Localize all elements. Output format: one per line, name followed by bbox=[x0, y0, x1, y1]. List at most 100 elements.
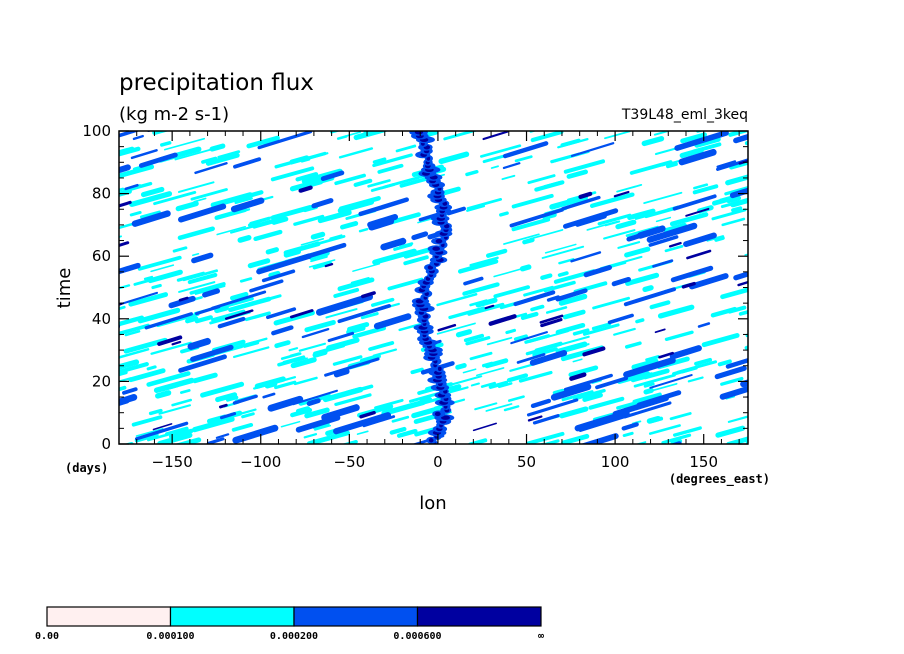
field-streak-high bbox=[472, 422, 497, 432]
field-streak-mid bbox=[119, 394, 138, 406]
field-streak-low bbox=[520, 311, 539, 320]
field-streak-low bbox=[358, 228, 369, 233]
field-streak-mid bbox=[0, 374, 12, 385]
field-streak-low bbox=[499, 211, 509, 217]
field-streak-low bbox=[468, 68, 475, 70]
field-streak-mid bbox=[271, 325, 294, 336]
field-streak-low bbox=[568, 343, 590, 351]
field-streak-low bbox=[751, 316, 780, 324]
field-streak-low bbox=[0, 201, 5, 204]
field-streak-low bbox=[493, 285, 531, 299]
field-streak-low bbox=[537, 91, 573, 101]
field-streak-low bbox=[743, 90, 761, 95]
field-streak-low bbox=[353, 178, 373, 187]
field-streak-low bbox=[469, 256, 499, 267]
field-streak-low bbox=[385, 443, 390, 444]
field-streak-low bbox=[730, 197, 748, 208]
field-streak-low bbox=[444, 100, 460, 104]
field-streak-mid bbox=[210, 290, 267, 310]
field-streak-low bbox=[304, 493, 320, 498]
field-streak-low bbox=[597, 213, 632, 226]
field-streak-low bbox=[757, 195, 785, 203]
field-streak-mid bbox=[134, 421, 189, 441]
field-streak-high bbox=[119, 241, 130, 247]
field-streak-low bbox=[527, 174, 556, 185]
field-streak-low bbox=[772, 496, 807, 506]
field-streak-low bbox=[376, 455, 414, 466]
field-streak-mid bbox=[215, 433, 230, 439]
field-streak-mid bbox=[648, 235, 679, 247]
field-streak-low bbox=[165, 426, 189, 437]
field-streak-low bbox=[450, 61, 477, 69]
field-streak-low bbox=[616, 184, 643, 193]
field-streak-low bbox=[603, 229, 636, 240]
field-streak-mid bbox=[411, 231, 429, 241]
field-streak-mid bbox=[194, 162, 228, 175]
field-streak-low bbox=[514, 449, 526, 452]
field-streak-low bbox=[150, 341, 192, 355]
field-streak-low bbox=[649, 300, 671, 310]
field-streak-low bbox=[225, 395, 239, 402]
field-streak-low bbox=[572, 328, 590, 336]
field-streak-low bbox=[745, 440, 748, 444]
field-streak-low bbox=[228, 296, 272, 313]
field-streak-high bbox=[604, 110, 615, 113]
field-streak-low bbox=[715, 425, 746, 438]
field-streak-low bbox=[462, 282, 500, 296]
field-streak-mid bbox=[262, 392, 276, 399]
field-streak-mid bbox=[664, 64, 712, 79]
field-streak-low bbox=[129, 489, 163, 498]
field-streak-high bbox=[349, 449, 355, 451]
field-streak-high bbox=[539, 314, 564, 324]
field-streak-low bbox=[48, 373, 85, 383]
field-streak-mid bbox=[683, 232, 717, 248]
field-streak-low bbox=[0, 207, 14, 214]
field-streak-low bbox=[510, 492, 532, 498]
field-streak-high bbox=[25, 416, 49, 424]
field-streak-low bbox=[500, 493, 509, 496]
field-streak-low bbox=[280, 420, 301, 428]
field-streak-low bbox=[575, 95, 581, 97]
field-streak-low bbox=[159, 382, 180, 392]
field-streak-low bbox=[582, 323, 620, 336]
field-streak-mid bbox=[756, 407, 795, 419]
field-streak-mid bbox=[358, 197, 409, 217]
field-streak-low bbox=[389, 426, 407, 435]
field-streak-low bbox=[475, 500, 489, 504]
x-tick-label: 150 bbox=[689, 453, 718, 471]
field-streak-low bbox=[71, 131, 80, 134]
field-streak-low bbox=[720, 494, 746, 501]
field-streak-mid bbox=[34, 98, 78, 112]
field-streak-mid bbox=[546, 295, 560, 302]
field-streak-low bbox=[765, 459, 775, 462]
field-streak-low bbox=[568, 365, 599, 378]
field-streak-low bbox=[137, 255, 182, 271]
field-streak-low bbox=[661, 433, 692, 444]
field-streak-low bbox=[338, 147, 374, 159]
field-streak-high bbox=[33, 207, 41, 209]
field-streak-mid bbox=[646, 222, 698, 243]
field-streak-low bbox=[108, 490, 120, 493]
field-streak-low bbox=[30, 411, 49, 416]
field-streak-mid bbox=[292, 389, 338, 406]
field-streak-high bbox=[53, 121, 78, 129]
field-streak-low bbox=[667, 87, 688, 93]
field-streak-mid bbox=[670, 265, 714, 283]
field-streak-high bbox=[578, 191, 593, 199]
field-streak-low bbox=[635, 318, 645, 324]
field-streak-low bbox=[678, 74, 704, 81]
field-streak-low bbox=[720, 287, 748, 300]
field-streak-low bbox=[566, 169, 588, 179]
field-streak-low bbox=[726, 195, 742, 204]
field-streak-low bbox=[643, 387, 654, 395]
field-streak-low bbox=[172, 246, 188, 253]
field-streak-low bbox=[563, 159, 606, 174]
field-streak-mid bbox=[502, 141, 549, 159]
field-streak-mid bbox=[122, 387, 138, 395]
field-streak-low bbox=[0, 127, 3, 131]
y-tick-label: 60 bbox=[92, 247, 111, 265]
field-streak-low bbox=[513, 106, 529, 110]
y-axis-label: time bbox=[54, 268, 75, 309]
field-streak-low bbox=[641, 135, 665, 147]
field-streak-low bbox=[540, 439, 560, 444]
